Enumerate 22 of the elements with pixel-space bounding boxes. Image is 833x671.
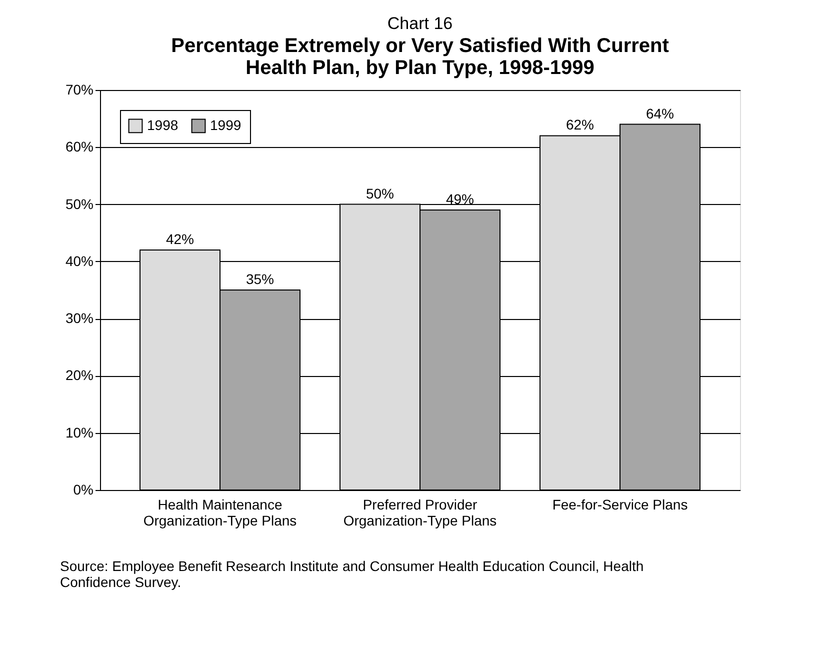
chart-subtitle: Percentage Extremely or Very Satisfied With Current Health Plan, by Plan Type, 1998-1999 <box>171 35 670 79</box>
chart-title: Chart 16 <box>387 14 453 33</box>
text: 62% <box>566 116 594 133</box>
y-tick-label: 50% <box>65 196 94 212</box>
source-note: Source: Employee Benefit Research Institute and Consumer Health Education Council, Health Confidence Survey. <box>60 558 644 590</box>
x-tick-label: Preferred Provider Organization-Type Plans <box>343 496 497 528</box>
y-tick-label: 10% <box>65 424 94 440</box>
legend-label: 1998 <box>147 116 178 133</box>
y-tick-label: 60% <box>65 138 94 155</box>
y-tick-label: 40% <box>65 252 94 269</box>
text: 64% <box>646 105 674 122</box>
y-tick-label: 70% <box>65 82 94 98</box>
y-tick-label: 20% <box>65 367 94 384</box>
text: 35% <box>246 271 274 287</box>
text: 42% <box>166 231 194 247</box>
legend-label: 1999 <box>210 116 242 133</box>
x-tick-label: Health Maintenance Organization-Type Plans <box>143 496 297 528</box>
y-tick-label: 30% <box>65 310 94 326</box>
text: 50% <box>366 185 394 202</box>
y-tick-label: 0% <box>73 482 94 498</box>
text: 49% <box>446 191 474 207</box>
x-tick-label: Fee-for-Service Plans <box>552 496 688 512</box>
